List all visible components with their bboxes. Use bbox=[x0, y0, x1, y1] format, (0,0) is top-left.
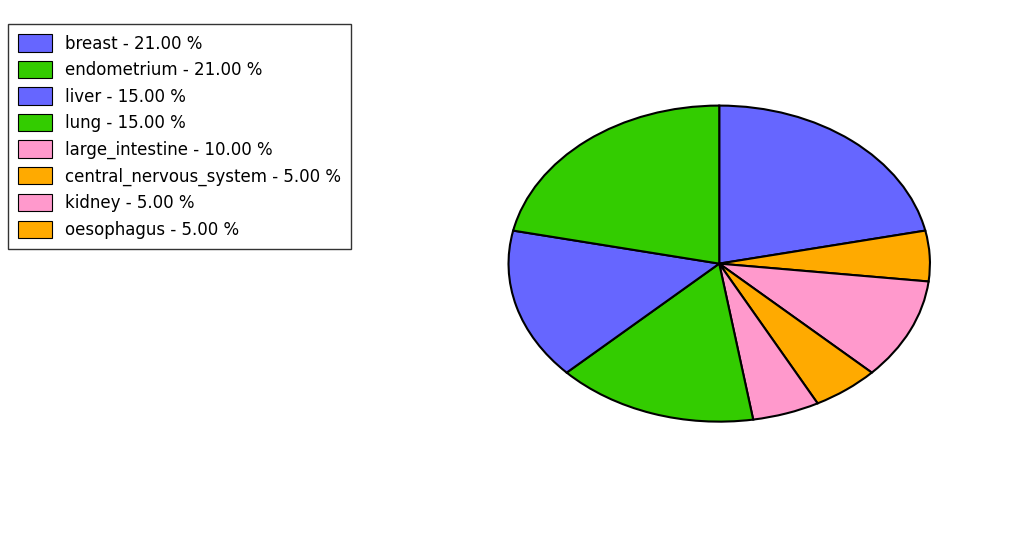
Wedge shape bbox=[719, 264, 929, 373]
Legend: breast - 21.00 %, endometrium - 21.00 %, liver - 15.00 %, lung - 15.00 %, large_: breast - 21.00 %, endometrium - 21.00 %,… bbox=[8, 24, 350, 249]
Wedge shape bbox=[719, 105, 925, 264]
Wedge shape bbox=[719, 231, 930, 281]
Wedge shape bbox=[719, 264, 872, 404]
Wedge shape bbox=[514, 105, 719, 264]
Wedge shape bbox=[566, 264, 754, 422]
Wedge shape bbox=[509, 231, 719, 373]
Wedge shape bbox=[719, 264, 817, 420]
